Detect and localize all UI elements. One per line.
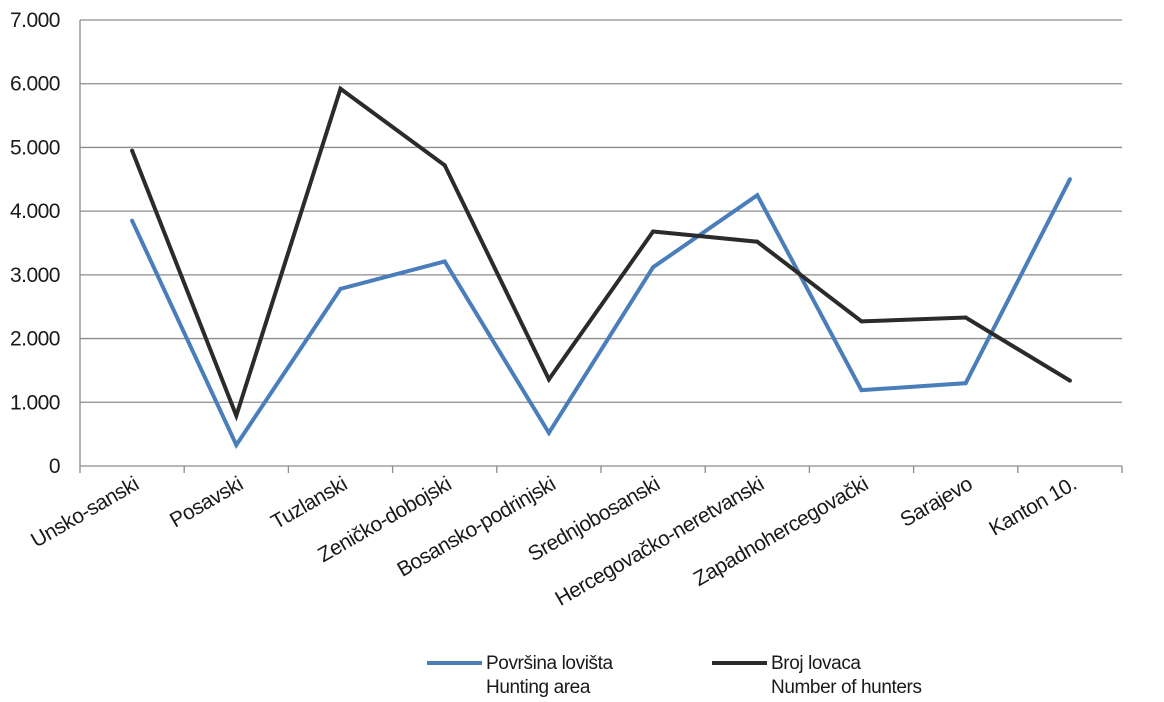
series-1 — [130, 177, 1072, 450]
x-tick-label: Sarajevo — [896, 472, 976, 531]
y-tick-label: 2.000 — [10, 328, 60, 351]
data-point — [859, 319, 864, 324]
data-point — [963, 315, 968, 320]
data-point — [651, 229, 656, 234]
data-point — [338, 86, 343, 91]
x-axis-tick-labels: Unsko-sanski Posavski TuzlanskiZeničko-dob… — [27, 472, 1080, 610]
data-point — [338, 286, 343, 291]
data-point — [1067, 378, 1072, 383]
x-tick-label: Posavski — [166, 472, 247, 532]
data-point — [442, 259, 447, 264]
y-tick-label: 3.000 — [10, 264, 60, 287]
series-2 — [130, 85, 1072, 422]
data-point — [546, 430, 551, 435]
legend-label: Površina lovišta — [486, 653, 613, 674]
data-point — [1067, 177, 1072, 182]
legend-label-secondary: Number of hunters — [771, 677, 922, 698]
data-point — [234, 413, 239, 418]
series-lines — [130, 85, 1072, 450]
legend: Površina lovišta Hunting area Broj lovaca N… — [427, 653, 922, 698]
legend-label: Broj lovaca — [771, 653, 861, 674]
data-point — [546, 377, 551, 382]
y-tick-label: 1.000 — [10, 391, 60, 414]
gridlines — [80, 19, 1122, 403]
series-line — [130, 178, 1072, 450]
x-tick-label: Tuzlanski — [267, 472, 351, 534]
data-point — [755, 193, 760, 198]
legend-label-secondary: Hunting area — [486, 677, 591, 698]
legend-item: Površina lovišta Hunting area — [427, 653, 614, 698]
y-tick-label: 4.000 — [10, 200, 60, 223]
series-line — [130, 85, 1071, 422]
y-tick-label: 7.000 — [10, 9, 60, 32]
data-point — [859, 388, 864, 393]
data-point — [963, 381, 968, 386]
data-point — [755, 239, 760, 244]
y-tick-label: 0 — [49, 455, 60, 478]
data-point — [130, 148, 135, 153]
x-tick-label: Zapadnohercegovački — [690, 472, 872, 590]
data-point — [234, 442, 239, 447]
data-point — [651, 265, 656, 270]
x-tick-label: Unsko-sanski — [27, 472, 142, 552]
x-tick-label: Kanton 10. — [985, 472, 1080, 540]
y-tick-label: 6.000 — [10, 73, 60, 96]
legend-item: Broj lovaca Number of hunters — [712, 653, 922, 698]
y-tick-label: 5.000 — [10, 136, 60, 159]
y-axis-tick-labels: 0 1.000 2.000 3.000 4.000 5.000 6.000 7.000 — [10, 9, 61, 478]
data-point — [130, 218, 135, 223]
axes — [79, 20, 1123, 473]
data-point — [442, 163, 447, 168]
